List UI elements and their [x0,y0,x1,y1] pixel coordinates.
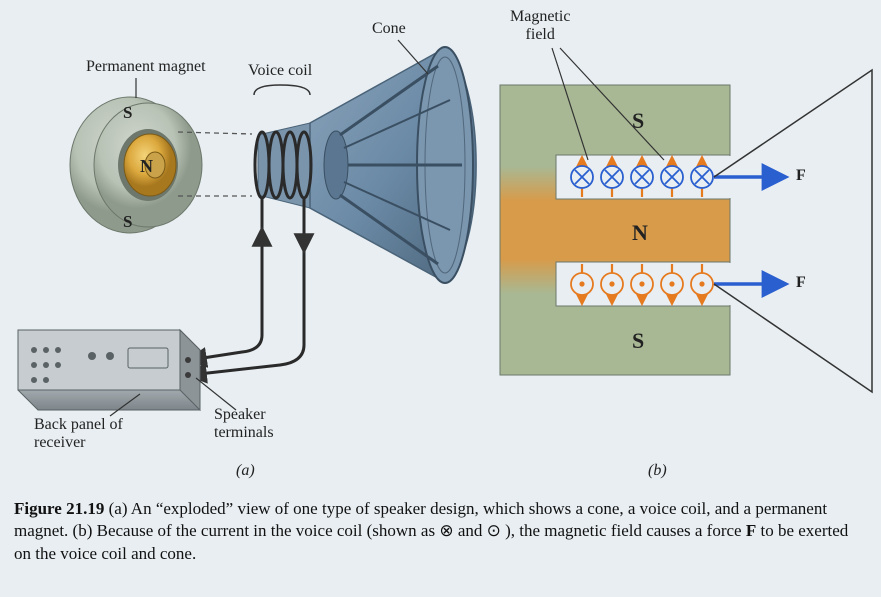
label-F-bot: F [796,274,806,292]
caption-F: F [746,521,756,540]
b-label-S-bot: S [632,328,644,353]
label-cone: Cone [372,20,406,38]
label-back-panel: Back panel of receiver [34,416,123,452]
figure-container: { "labels": { "permanent_magnet": "Perma… [0,0,881,597]
panel-a: S S N [18,40,476,416]
label-permanent-magnet: Permanent magnet [86,58,206,76]
label-speaker-terminals: Speaker terminals [214,406,274,442]
b-label-N: N [632,220,648,245]
magnet-n: N [140,156,153,176]
sublabel-b: (b) [648,462,667,480]
voice-coil-bracket [254,85,310,95]
caption-fignum: Figure 21.19 [14,499,104,518]
magnet-s-top: S [123,103,132,122]
figure-caption: Figure 21.19 (a) An “exploded” view of o… [14,498,867,565]
sublabel-a: (a) [236,462,255,480]
label-voice-coil: Voice coil [248,62,312,80]
permanent-magnet: S S N [70,97,202,233]
coil-leads [190,198,304,375]
label-F-top: F [796,167,806,185]
receiver [18,330,200,410]
b-label-S-top: S [632,108,644,133]
panel-b: S N S [500,48,872,392]
magnet-s-bot: S [123,212,132,231]
cone-outline-b [714,70,872,392]
label-magnetic-field: Magnetic field [510,8,570,44]
caption-text-a: (a) An “exploded” view of one type of sp… [14,499,827,540]
cone [258,47,476,283]
